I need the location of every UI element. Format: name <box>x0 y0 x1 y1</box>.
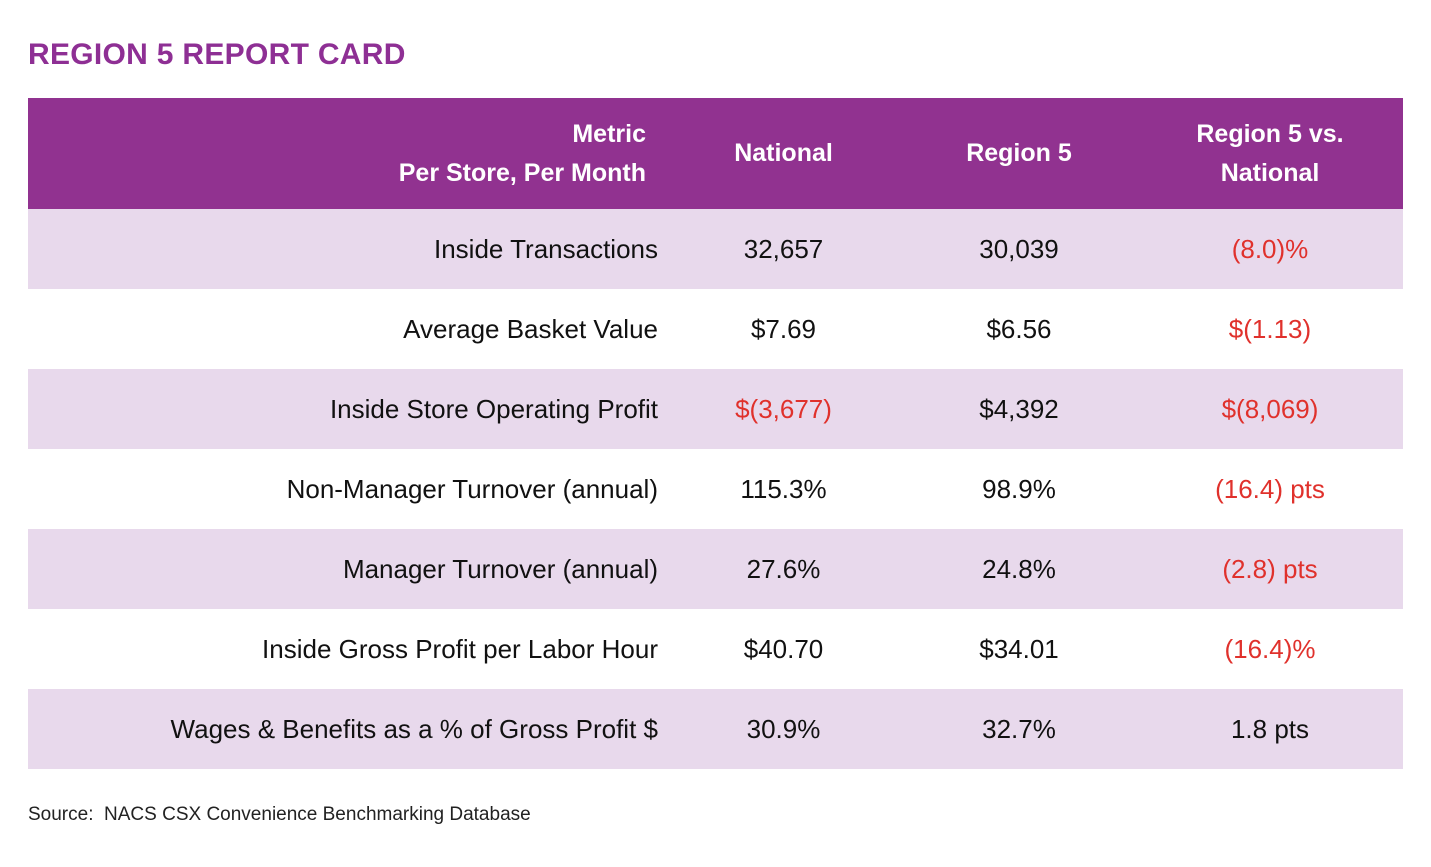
national-cell: $(3,677) <box>735 393 832 424</box>
table-row: Manager Turnover (annual) 27.6% 24.8% (2… <box>28 529 1403 609</box>
region-cell: 24.8% <box>982 553 1056 584</box>
metric-cell: Inside Store Operating Profit <box>329 393 658 424</box>
header-difference: Region 5 vs. National <box>1137 98 1403 209</box>
table-header-row: Metric Per Store, Per Month National Reg… <box>28 98 1403 209</box>
difference-cell: (16.4) pts <box>1215 473 1325 504</box>
table-row: Wages & Benefits as a % of Gross Profit … <box>28 689 1403 769</box>
metric-cell: Inside Gross Profit per Labor Hour <box>262 633 658 664</box>
source-note: Source: NACS CSX Convenience Benchmarkin… <box>28 804 531 825</box>
table-row: Inside Gross Profit per Labor Hour $40.7… <box>28 609 1403 689</box>
national-cell: 27.6% <box>746 553 821 584</box>
region-cell: $6.56 <box>986 313 1052 344</box>
report-card-table: Metric Per Store, Per Month National Reg… <box>28 98 1403 769</box>
national-cell: $40.70 <box>743 633 824 664</box>
national-cell: 32,657 <box>743 233 824 264</box>
header-metric: Metric Per Store, Per Month <box>28 98 666 209</box>
difference-cell: $(1.13) <box>1228 313 1312 344</box>
header-region: Region 5 <box>966 139 1072 167</box>
region-cell: 30,039 <box>979 233 1059 264</box>
header-national: National <box>734 139 833 167</box>
table-row: Inside Transactions 32,657 30,039 (8.0)% <box>28 209 1403 289</box>
metric-cell: Average Basket Value <box>403 313 658 344</box>
header-difference-line1: Region 5 vs. <box>1196 119 1344 148</box>
region-cell: $4,392 <box>979 393 1059 424</box>
difference-cell: (2.8) pts <box>1222 553 1318 584</box>
table-row: Average Basket Value $7.69 $6.56 $(1.13) <box>28 289 1403 369</box>
metric-cell: Non-Manager Turnover (annual) <box>286 473 658 504</box>
region-cell: $34.01 <box>979 633 1059 664</box>
national-cell: 115.3% <box>740 473 827 504</box>
table-row: Inside Store Operating Profit $(3,677) $… <box>28 369 1403 449</box>
difference-cell: (8.0)% <box>1231 233 1309 264</box>
difference-cell: (16.4)% <box>1224 633 1316 664</box>
header-difference-line2: National <box>1220 158 1320 187</box>
header-metric-line1: Metric <box>572 119 646 148</box>
national-cell: 30.9% <box>746 713 821 744</box>
region-cell: 98.9% <box>982 473 1056 504</box>
national-cell: $7.69 <box>750 313 817 344</box>
difference-cell: 1.8 pts <box>1230 713 1310 744</box>
difference-cell: $(8,069) <box>1221 393 1319 424</box>
table-row: Non-Manager Turnover (annual) 115.3% 98.… <box>28 449 1403 529</box>
metric-cell: Inside Transactions <box>433 233 658 264</box>
report-title: REGION 5 REPORT CARD <box>28 38 406 71</box>
header-metric-line2: Per Store, Per Month <box>398 158 646 187</box>
metric-cell: Wages & Benefits as a % of Gross Profit … <box>170 713 658 744</box>
metric-cell: Manager Turnover (annual) <box>342 553 658 584</box>
region-cell: 32.7% <box>982 713 1056 744</box>
